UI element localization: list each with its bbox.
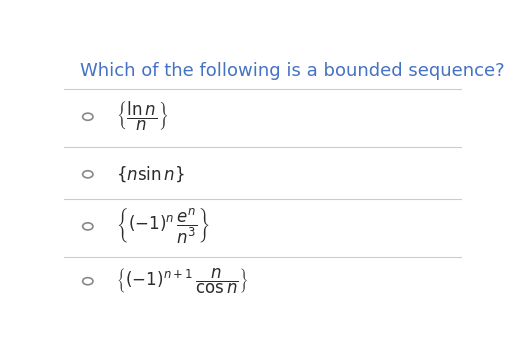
Text: $\left\{ (-1)^{n}\,\dfrac{e^{n}}{n^{3}} \right\}$: $\left\{ (-1)^{n}\,\dfrac{e^{n}}{n^{3}} … [116,207,210,246]
Text: $\left\{ \dfrac{\ln n}{n} \right\}$: $\left\{ \dfrac{\ln n}{n} \right\}$ [116,100,168,134]
Text: $\{n\sin n\}$: $\{n\sin n\}$ [116,164,184,184]
Text: Which of the following is a bounded sequence?: Which of the following is a bounded sequ… [80,62,504,80]
Text: $\left\{ (-1)^{n+1}\,\dfrac{n}{\cos n} \right\}$: $\left\{ (-1)^{n+1}\,\dfrac{n}{\cos n} \… [116,267,248,296]
